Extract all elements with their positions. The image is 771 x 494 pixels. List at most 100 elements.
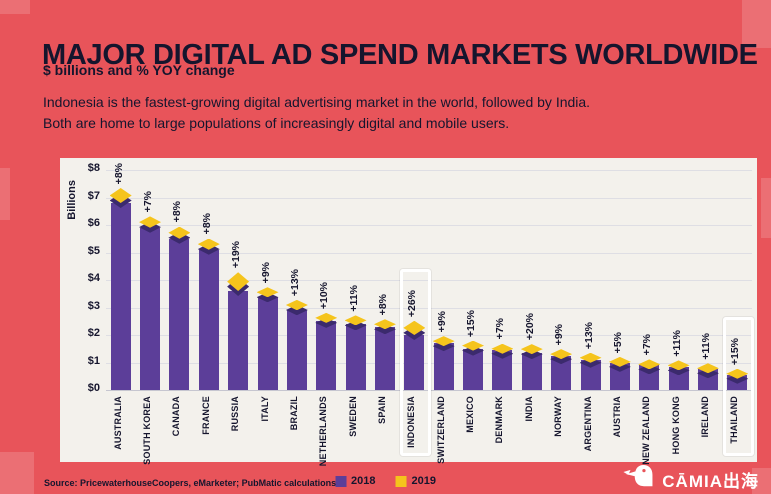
growth-label-italy: +9% (259, 261, 272, 284)
x-axis-label-norway: NORWAY (553, 396, 564, 437)
bar-2018-argentina (580, 359, 601, 390)
bar-2019-sweden (344, 315, 367, 326)
bar-2018-india (521, 352, 542, 390)
decor-strip (0, 0, 30, 14)
bar-2019-denmark (491, 343, 514, 354)
bar-2018-indonesia (404, 335, 425, 390)
rooster-icon (622, 460, 656, 494)
bar-2019-ireland (696, 363, 719, 374)
y-axis-tick: $2 (87, 327, 100, 339)
x-axis-label-hong-kong: HONG KONG (670, 396, 681, 455)
legend: 2018 2019 (335, 475, 436, 487)
legend-item-2018: 2018 (335, 475, 376, 487)
bar-2019-thailand (726, 368, 749, 379)
growth-label-india: +20% (523, 313, 536, 341)
y-axis-tick: $3 (87, 299, 100, 312)
legend-label-2019: 2019 (411, 475, 436, 487)
gridline (106, 225, 752, 226)
x-axis-label-brazil: BRAZIL (288, 396, 299, 431)
bar-cap-shadow-italy (256, 292, 279, 303)
growth-label-new-zealand: +7% (641, 334, 654, 356)
source-note: Source: PricewaterhouseCoopers, eMarkete… (44, 478, 337, 488)
bar-2018-norway (551, 355, 572, 390)
y-axis-tick: $4 (87, 272, 100, 284)
bar-2018-mexico (463, 348, 484, 390)
bar-2018-switzerland (433, 343, 454, 390)
growth-label-france: +8% (200, 213, 213, 235)
bar-2019-france (197, 238, 220, 250)
bar-cap-shadow-netherlands (315, 317, 338, 328)
bar-cap-shadow-argentina (579, 357, 602, 368)
legend-item-2019: 2019 (395, 475, 436, 487)
growth-label-ireland: +11% (699, 332, 712, 360)
x-axis-label-france: FRANCE (200, 396, 211, 435)
page-title: MAJOR DIGITAL AD SPEND MARKETS WORLDWIDE (42, 39, 758, 72)
brand-name: CĀMIA出海 (662, 472, 759, 491)
bar-2019-norway (550, 349, 573, 360)
decor-strip (0, 452, 34, 494)
y-axis-tick: $6 (87, 217, 100, 229)
bar-2019-italy (256, 287, 279, 298)
growth-label-australia: +8% (112, 162, 125, 185)
gridline (106, 252, 752, 254)
gridline (106, 197, 752, 199)
bar-2018-italy (257, 296, 278, 390)
x-axis-label-south-korea: SOUTH KOREA (142, 396, 153, 465)
x-axis-label-russia: RUSSIA (230, 396, 241, 432)
y-axis-tick: $0 (87, 382, 100, 394)
bar-2019-mexico (462, 340, 485, 351)
bar-cap-shadow-ireland (696, 368, 719, 379)
bar-cap-shadow-denmark (491, 348, 514, 359)
growth-label-argentina: +13% (582, 321, 595, 349)
growth-label-mexico: +15% (465, 309, 478, 337)
bar-2019-australia (109, 188, 132, 203)
growth-label-austria: +5% (611, 331, 624, 353)
y-axis-tick: $7 (87, 189, 100, 202)
y-axis-tick: $8 (87, 162, 100, 174)
description-line-2: Both are home to large populations of in… (43, 115, 510, 131)
x-axis-label-spain: SPAIN (376, 396, 387, 424)
bar-2019-new-zealand (638, 359, 661, 370)
legend-swatch-2018 (335, 475, 347, 487)
bar-2019-hong-kong (667, 360, 690, 371)
bar-2019-argentina (579, 352, 602, 363)
legend-swatch-2019 (395, 475, 407, 487)
bar-cap-shadow-hong-kong (667, 365, 690, 376)
x-axis-label-netherlands: NETHERLANDS (318, 396, 329, 467)
chart-subtitle: $ billions and % YOY change (43, 62, 235, 78)
bar-2018-sweden (345, 324, 366, 390)
growth-label-canada: +8% (171, 201, 184, 223)
x-axis-label-australia: AUSTRALIA (112, 396, 123, 450)
bar-2019-austria (608, 356, 631, 367)
bar-2019-south-korea (139, 216, 162, 228)
description-line-1: Indonesia is the fastest-growing digital… (43, 94, 591, 110)
chart-description: Indonesia is the fastest-growing digital… (43, 92, 590, 134)
bar-cap-shadow-norway (550, 354, 573, 365)
bar-cap-shadow-india (520, 349, 543, 360)
bar-2019-switzerland (432, 336, 455, 347)
bar-2018-spain (374, 326, 395, 390)
brand-logo: CĀMIA出海 (622, 460, 759, 494)
bar-cap-shadow-thailand (726, 373, 749, 384)
highlight-box-indonesia (399, 268, 431, 456)
x-axis-label-new-zealand: NEW ZEALAND (641, 396, 652, 465)
bar-2018-brazil (286, 310, 307, 390)
bar-2019-netherlands (315, 312, 338, 323)
legend-label-2018: 2018 (351, 475, 376, 487)
growth-label-sweden: +11% (347, 284, 360, 312)
bar-2018-france (198, 249, 219, 390)
growth-label-norway: +9% (553, 323, 566, 346)
bar-2018-south-korea (140, 227, 161, 390)
decor-strip (761, 178, 771, 238)
x-axis-label-argentina: ARGENTINA (582, 396, 593, 452)
bar-2018-canada (169, 238, 190, 390)
bar-2019-russia (227, 272, 250, 291)
x-axis-label-switzerland: SWITZERLAND (435, 396, 446, 464)
growth-label-hong-kong: +11% (670, 329, 683, 357)
growth-label-russia: +19% (230, 241, 243, 269)
decor-strip (752, 468, 771, 494)
x-axis-label-ireland: IRELAND (699, 396, 710, 438)
bar-2018-russia (228, 291, 249, 390)
x-axis-label-sweden: SWEDEN (347, 396, 358, 437)
